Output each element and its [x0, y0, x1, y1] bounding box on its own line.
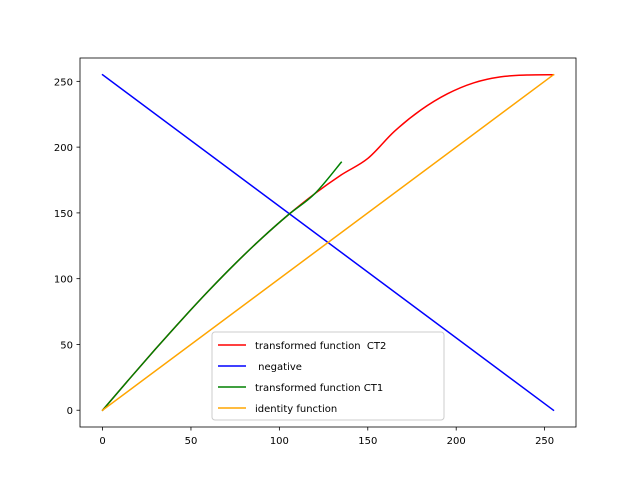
- x-tick-label: 100: [270, 436, 289, 447]
- legend: transformed function CT2 negative transfo…: [211, 331, 445, 421]
- x-tick-label: 250: [535, 436, 554, 447]
- x-tick-label: 150: [358, 436, 377, 447]
- plot-lines: [101, 73, 555, 412]
- legend-label: transformed function CT2: [255, 341, 386, 352]
- y-tick-label: 50: [60, 340, 73, 351]
- legend-label: identity function: [255, 404, 337, 415]
- plot-frame: [79, 57, 577, 428]
- y-tick-label: 150: [54, 209, 73, 220]
- y-tick-label: 200: [54, 143, 73, 154]
- y-tick-label: 100: [54, 275, 73, 286]
- x-tick-label: 200: [447, 436, 466, 447]
- y-tick-label: 250: [54, 77, 73, 88]
- x-tick-label: 0: [99, 436, 105, 447]
- x-tick-label: 50: [185, 436, 198, 447]
- y-tick-label: 0: [67, 406, 73, 417]
- series-line-ct1: [101, 161, 343, 412]
- axes: 0 50 100 150 200 250 0 50 100 150 200 250: [54, 57, 577, 447]
- legend-box: [211, 331, 445, 421]
- series-line-identity: [101, 73, 555, 412]
- legend-label: negative: [255, 362, 302, 373]
- legend-label: transformed function CT1: [255, 383, 383, 394]
